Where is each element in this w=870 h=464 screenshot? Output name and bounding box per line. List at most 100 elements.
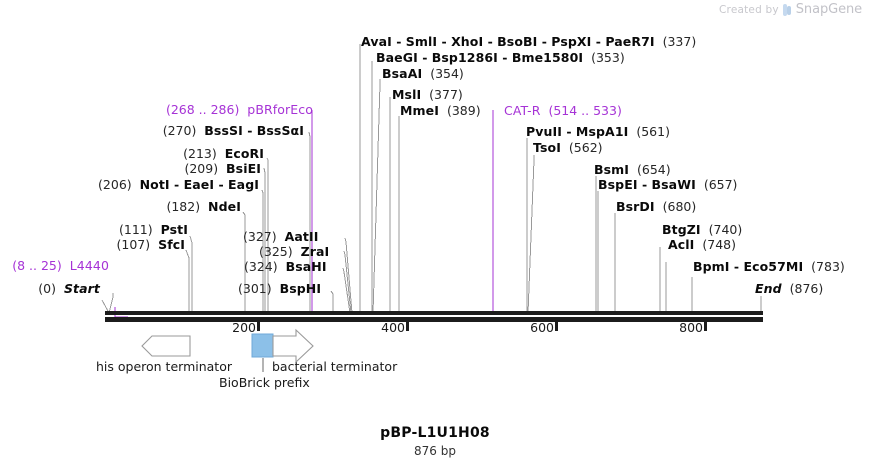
feature-range: (268 .. 286) xyxy=(165,102,240,117)
site-label-zrai[interactable]: (325) ZraI xyxy=(259,245,329,258)
enzyme-name: EcoRI xyxy=(224,146,264,161)
site-label-bsmi[interactable]: BsmI (654) xyxy=(594,163,671,176)
site-label-avai[interactable]: AvaI - SmlI - XhoI - BsoBI - PspXI - Pae… xyxy=(361,34,697,49)
site-label-btgzi[interactable]: BtgZI (740) xyxy=(662,223,742,236)
site-position: (337) xyxy=(662,34,697,49)
enzyme-name: MspA1I xyxy=(575,124,629,139)
enzyme-name: BsoBI xyxy=(497,34,538,49)
site-label-pvuii[interactable]: PvuII - MspA1I (561) xyxy=(526,124,670,139)
enzyme-name: BsaAI xyxy=(382,66,423,81)
site-label-bsahi[interactable]: (324) BsaHI xyxy=(244,260,327,273)
site-position: (325) xyxy=(259,244,293,259)
site-position: (324) xyxy=(244,259,278,274)
enzyme-name: BsmI xyxy=(594,162,630,177)
feature-caption-his-operon-terminator[interactable]: his operon terminator xyxy=(96,359,232,374)
site-position: (107) xyxy=(116,237,151,252)
feature-label-pbrforeco[interactable]: (268 .. 286) pBRforEco xyxy=(0,103,313,116)
site-label-tsoi[interactable]: TsoI (562) xyxy=(533,141,603,154)
snapgene-logo-icon xyxy=(782,3,792,16)
enzyme-name: BsrDI xyxy=(616,199,655,214)
ruler-ticks xyxy=(257,322,707,331)
enzyme-name: BssSI xyxy=(204,123,243,138)
enzyme-name: PaeR7I xyxy=(605,34,655,49)
site-position: (740) xyxy=(708,222,743,237)
annotated-feature-glyphs xyxy=(141,328,314,372)
site-label-bpmi[interactable]: BpmI - Eco57MI (783) xyxy=(693,259,845,274)
site-label-baegi[interactable]: BaeGI - Bsp1286I - Bme1580I (353) xyxy=(376,50,625,65)
site-position: (354) xyxy=(430,66,464,81)
site-label-ecori[interactable]: (213) EcoRI xyxy=(0,147,264,160)
feature-range: (514 .. 533) xyxy=(548,103,622,118)
enzyme-name: NotI xyxy=(139,177,170,192)
enzyme-name: TsoI xyxy=(533,140,561,155)
site-position: (182) xyxy=(166,199,201,214)
site-label-msli[interactable]: MslI (377) xyxy=(392,88,463,101)
site-position: (327) xyxy=(243,229,277,244)
enzyme-name: MmeI xyxy=(400,103,439,118)
enzyme-name: PvuII xyxy=(526,124,563,139)
enzyme-name: BpmI xyxy=(693,259,730,274)
marker-position: (0) xyxy=(38,281,56,296)
feature-range: (8 .. 25) xyxy=(12,258,62,273)
site-position: (213) xyxy=(183,146,217,161)
snapgene-watermark: Created by SnapGene xyxy=(719,2,862,17)
feature-name: L4440 xyxy=(69,258,109,273)
marker-position: (876) xyxy=(789,281,824,296)
feature-name: pBRforEco xyxy=(247,102,313,117)
site-label-psti[interactable]: (111) PstI xyxy=(0,223,188,236)
feature-label-cat-r[interactable]: CAT-R (514 .. 533) xyxy=(504,104,622,117)
site-label-bsiei[interactable]: (209) BsiEI xyxy=(0,162,261,175)
site-label-bspei[interactable]: BspEI - BsaWI (657) xyxy=(598,177,738,192)
site-position: (377) xyxy=(429,87,463,102)
enzyme-name: PspXI xyxy=(551,34,592,49)
enzyme-name: BsiEI xyxy=(226,161,261,176)
feature-caption-bacterial-terminator[interactable]: bacterial terminator xyxy=(272,359,398,374)
marker-name: End xyxy=(755,281,782,296)
site-position: (206) xyxy=(98,177,132,192)
enzyme-name: BspEI xyxy=(598,177,638,192)
site-label-noti[interactable]: (206) NotI - EaeI - EagI xyxy=(98,177,259,192)
feature-name: CAT-R xyxy=(504,103,541,118)
site-position: (562) xyxy=(568,140,603,155)
feature-box-biobrick-prefix xyxy=(251,333,274,358)
ruler-tick-400: 400 xyxy=(381,320,405,335)
plasmid-name: pBP-L1U1H08 xyxy=(380,425,490,441)
site-label-aatii[interactable]: (327) AatII xyxy=(243,230,318,243)
site-label-bsrdi[interactable]: BsrDI (680) xyxy=(616,200,696,213)
site-label-bsaai[interactable]: BsaAI (354) xyxy=(382,67,464,80)
enzyme-name: BspHI xyxy=(279,281,322,296)
leader-lines xyxy=(101,44,762,314)
marker-label-start[interactable]: (0) Start xyxy=(0,282,100,295)
marker-label-end[interactable]: End (876) xyxy=(755,282,823,295)
enzyme-name: BsaWI xyxy=(651,177,696,192)
feature-caption-biobrick-prefix[interactable]: BioBrick prefix xyxy=(219,375,310,390)
site-position: (353) xyxy=(591,50,625,65)
site-label-bsssi[interactable]: (270) BssSI - BssSαI xyxy=(162,123,304,138)
watermark-prefix: Created by xyxy=(719,3,779,16)
site-position: (748) xyxy=(702,237,736,252)
site-label-ndei[interactable]: (182) NdeI xyxy=(0,200,241,213)
feature-label-l4440[interactable]: (8 .. 25) L4440 xyxy=(0,259,109,272)
site-label-mmei[interactable]: MmeI (389) xyxy=(400,104,481,117)
enzyme-name: Eco57MI xyxy=(743,259,804,274)
feature-arrow-bacterial-terminator xyxy=(272,328,314,364)
site-position: (783) xyxy=(811,259,845,274)
site-position: (561) xyxy=(636,124,670,139)
watermark-brand: SnapGene xyxy=(795,2,862,17)
site-label-sfci[interactable]: (107) SfcI xyxy=(0,238,185,251)
site-label-bsphi[interactable]: (301) BspHI xyxy=(238,282,321,295)
site-position: (389) xyxy=(446,103,481,118)
enzyme-name: MslI xyxy=(392,87,422,102)
plasmid-backbone xyxy=(105,311,763,322)
site-position: (680) xyxy=(662,199,697,214)
ruler-tick-200: 200 xyxy=(232,320,256,335)
enzyme-name: BsaHI xyxy=(285,259,327,274)
ruler-tick-600: 600 xyxy=(530,320,554,335)
ruler-tick-800: 800 xyxy=(679,320,703,335)
site-label-acli[interactable]: AclI (748) xyxy=(668,238,736,251)
site-position: (270) xyxy=(162,123,197,138)
enzyme-name: XhoI xyxy=(451,34,484,49)
enzyme-name: Bsp1286I xyxy=(431,50,498,65)
